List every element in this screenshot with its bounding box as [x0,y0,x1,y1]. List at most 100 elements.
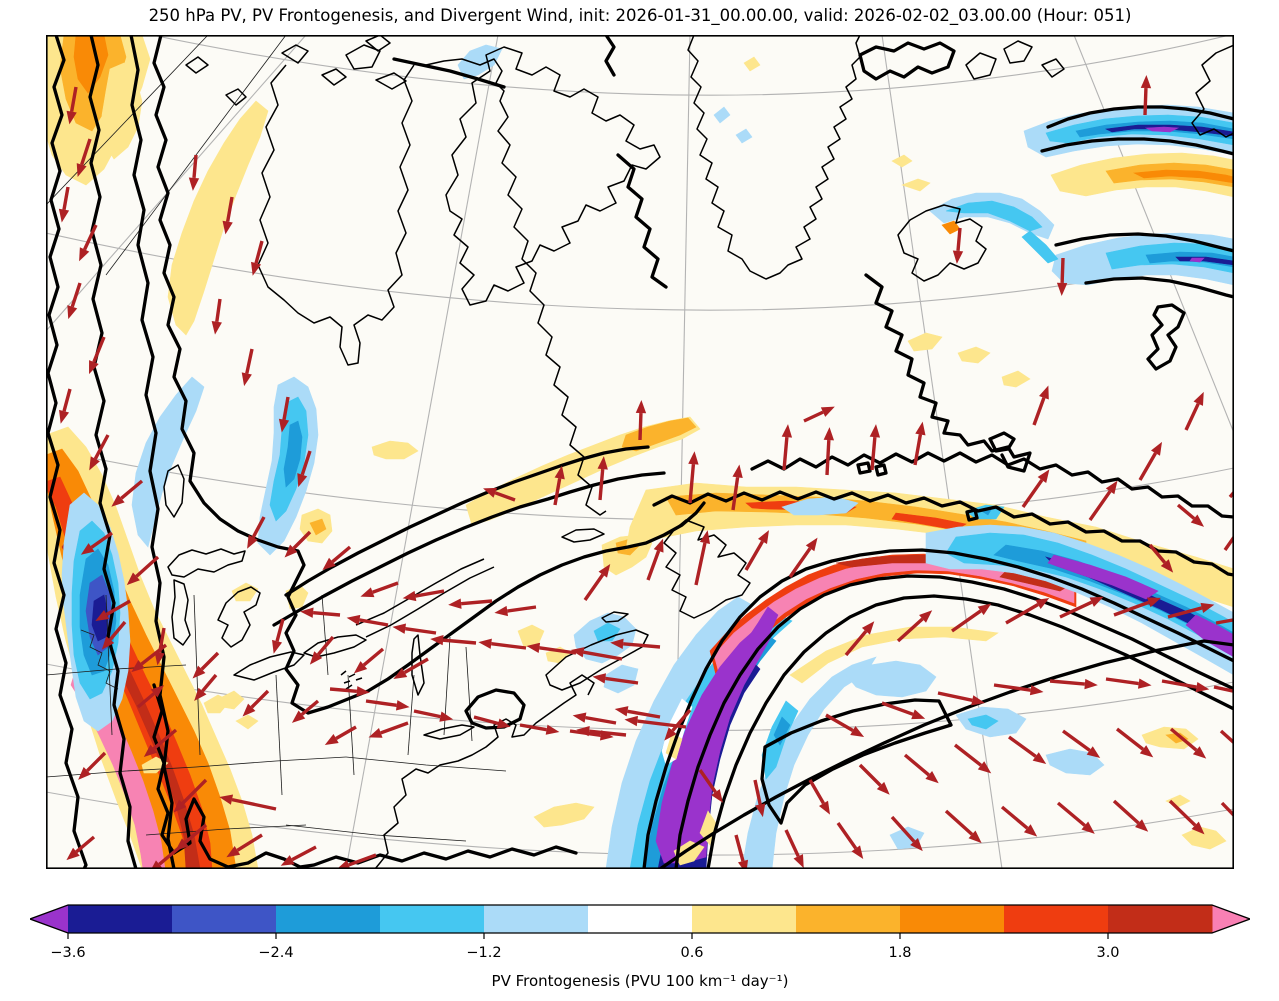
colorbar-tick-label: 0.6 [680,945,703,961]
frontogenesis-fill [901,178,931,192]
wind-arrow [553,465,565,506]
wind-arrow [788,537,818,578]
graticule-line [46,35,307,332]
wind-arrow [173,778,208,813]
wind-arrow [322,545,352,571]
wind-arrow [1167,602,1215,619]
colorbar-segment [692,905,797,933]
colorbar-segment [796,905,901,933]
frontogenesis-fill [655,626,773,864]
wind-arrow [836,822,864,860]
wind-arrow [576,725,627,737]
wind-arrow [597,456,608,501]
wind-arrow [272,618,285,654]
wind-arrow [430,634,477,646]
frontogenesis-fill [907,332,943,352]
state-border [46,35,209,206]
coastline [965,52,997,80]
wind-arrow [753,779,766,818]
coastline [257,64,415,366]
pv-contour [1084,276,1234,299]
wind-arrow [937,691,985,706]
wind-arrow [126,555,160,586]
wind-arrow [413,709,454,722]
wind-arrow [1056,257,1068,296]
wind-arrow [1215,618,1234,625]
wind-arrow [360,581,399,598]
divergent-wind-layer [58,75,1234,869]
map-canvas [46,35,1234,869]
colorbar-under-arrow [30,905,68,933]
frontogenesis-fill [781,496,859,516]
pv-contour [152,35,706,715]
wind-arrow [614,706,661,719]
frontogenesis-fill [1189,257,1205,263]
coastline [445,46,661,306]
wind-arrow [242,689,270,717]
wind-arrow [1168,799,1205,835]
wind-arrow [952,227,964,264]
state-border [46,766,197,778]
wind-arrow [473,715,511,729]
wind-arrow [211,298,222,335]
wind-arrow [175,823,208,851]
colorbar: −3.6 −2.4 −1.2 0.6 1.8 3.0 PV Frontogenesis (P… [30,900,1250,1000]
wind-arrow [353,647,385,674]
frontogenesis-fill [1104,124,1234,137]
colorbar-segment [588,905,693,933]
wind-arrow [1000,805,1038,837]
frontogenesis-fill [735,128,753,144]
wind-arrow [1176,503,1205,527]
wind-arrow [664,708,692,741]
coastline [365,35,391,52]
pv-contour [988,431,1016,453]
frontogenesis-fill [713,106,731,124]
colorbar-tick-label: −3.6 [50,945,85,961]
wind-arrow [368,721,409,738]
wind-arrow [698,769,723,803]
colorbar-segment [68,905,173,933]
wind-arrow [80,531,113,555]
frontogenesis-fill [845,660,937,698]
wind-arrow [483,487,516,502]
wind-arrow [336,853,377,869]
state-border [80,629,119,690]
wind-arrow [694,530,711,586]
wind-arrow [194,673,218,702]
frontogenesis-fill [235,714,259,730]
frontogenesis-fill [673,840,705,866]
frontogenesis-fill [957,346,991,364]
wind-arrow [291,699,320,723]
wind-arrow [79,224,98,262]
wind-arrow [1213,685,1234,693]
state-border [285,824,467,842]
colorbar-segment [484,905,589,933]
coastline [365,566,495,638]
wind-arrow [111,479,144,507]
coastline [167,548,246,578]
frontogenesis-fill [743,56,761,72]
figure-title: 250 hPa PV, PV Frontogenesis, and Diverg… [148,6,1132,25]
wind-arrow [890,815,923,852]
wind-arrow [803,406,835,423]
coastline [1003,40,1033,64]
wind-arrow [78,751,107,780]
wind-arrow [309,635,335,665]
wind-arrow [143,728,178,757]
pv-contour [965,508,979,522]
coastline [281,44,309,64]
wind-arrow [944,809,982,844]
wind-arrow [192,651,220,679]
wind-arrow [1056,801,1095,834]
graticule-line [46,232,1234,311]
frontogenesis-fill [1132,169,1234,184]
wind-arrow [1008,735,1047,765]
pv-contour [1146,303,1186,371]
wind-arrow [1088,480,1118,521]
wind-arrow [324,725,357,745]
wind-arrow [913,421,926,466]
wind-arrow [297,450,312,488]
wind-arrow [95,599,131,621]
wind-arrow [1062,729,1101,759]
coastline [411,634,425,696]
